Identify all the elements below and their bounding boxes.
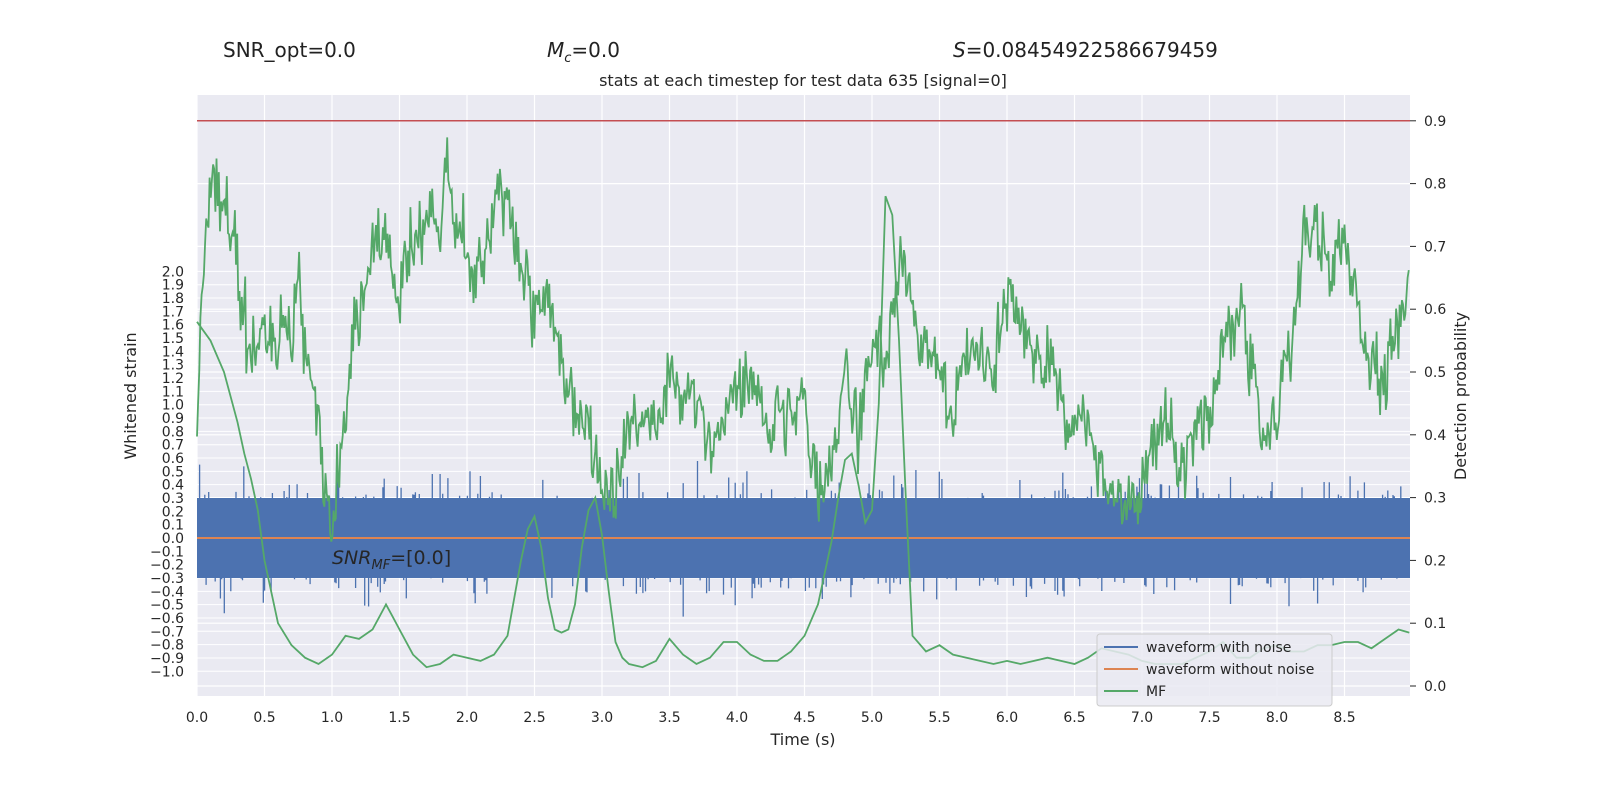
- x-tick-label: 1.5: [388, 710, 410, 726]
- x-axis-ticks: 0.0 0.5 1.0 1.5 2.0 2.5 3.0 3.5 4.0 4.5 5.0 5.5 6.0 6…: [186, 710, 1356, 726]
- right-tick-label: 0.8: [1424, 177, 1446, 193]
- right-axis-label: Detection probability: [1451, 312, 1470, 480]
- legend-box: [1096, 633, 1333, 707]
- left-tick-label: 1.2: [162, 371, 184, 387]
- left-tick-label: 0.8: [162, 424, 184, 440]
- left-tick-label: 1.8: [162, 291, 184, 307]
- legend-label-mf: MF: [1146, 684, 1166, 700]
- right-tick-label: 0.4: [1424, 428, 1446, 444]
- chirp-mass-value: =0.0: [571, 38, 620, 62]
- left-tick-label: 1.4: [162, 344, 184, 360]
- noise-spikes: [198, 461, 1402, 617]
- right-tick-label: 0.1: [1424, 616, 1446, 632]
- x-tick-label: 3.0: [591, 710, 613, 726]
- right-tick-label: 0.3: [1424, 491, 1446, 507]
- left-axis-label: Whitened strain: [121, 332, 140, 459]
- right-tick-label: 0.0: [1424, 679, 1446, 695]
- left-tick-label: 0.2: [162, 504, 184, 520]
- left-tick-label: 1.3: [162, 358, 184, 374]
- chirp-mass-symbol: M: [547, 38, 565, 62]
- x-tick-label: 3.5: [658, 710, 680, 726]
- snr-mf-subscript: MF: [371, 558, 390, 573]
- right-tick-label: 0.9: [1424, 114, 1446, 130]
- x-tick-label: 4.0: [726, 710, 748, 726]
- right-axis-ticks: 0.9 0.8 0.7 0.6 0.5 0.4 0.3 0.2 0.1 0.0: [1410, 114, 1446, 695]
- x-axis-label: Time (s): [769, 730, 835, 749]
- left-tick-label: −0.1: [150, 544, 184, 560]
- left-tick-label: 2.0: [162, 264, 184, 280]
- score-header: S=0.08454922586679459: [953, 38, 1218, 62]
- x-tick-label: 8.0: [1266, 710, 1288, 726]
- left-tick-label: −0.4: [150, 584, 184, 600]
- right-tick-label: 0.7: [1424, 239, 1446, 255]
- x-tick-label: 1.0: [321, 710, 343, 726]
- x-tick-label: 5.5: [928, 710, 950, 726]
- left-tick-label: 0.3: [162, 491, 184, 507]
- left-tick-label: −0.9: [150, 651, 184, 667]
- score-value: =0.08454922586679459: [965, 38, 1218, 62]
- x-tick-label: 0.5: [253, 710, 275, 726]
- left-tick-label: 1.7: [162, 304, 184, 320]
- left-tick-label: 0.1: [162, 518, 184, 534]
- x-tick-label: 6.5: [1063, 710, 1085, 726]
- left-tick-label: −0.3: [150, 571, 184, 587]
- left-tick-label: −0.2: [150, 558, 184, 574]
- x-tick-label: 4.5: [793, 710, 815, 726]
- x-tick-label: 7.0: [1131, 710, 1153, 726]
- right-tick-label: 0.2: [1424, 553, 1446, 569]
- snr-mf-value: =[0.0]: [390, 547, 451, 569]
- left-tick-label: 1.5: [162, 331, 184, 347]
- left-tick-label: 1.6: [162, 318, 184, 334]
- x-tick-label: 2.5: [523, 710, 545, 726]
- chart-title: stats at each timestep for test data 635…: [599, 71, 1007, 90]
- legend-label-waveform-without-noise: waveform without noise: [1146, 662, 1314, 678]
- left-tick-label: 0.6: [162, 451, 184, 467]
- snr-opt-header: SNR_opt=0.0: [223, 38, 356, 62]
- left-tick-label: −1.0: [150, 664, 184, 680]
- left-tick-label: 1.1: [162, 384, 184, 400]
- x-tick-label: 2.0: [456, 710, 478, 726]
- snr-mf-annotation: SNRMF=[0.0]: [332, 547, 451, 573]
- left-tick-label: 0.9: [162, 411, 184, 427]
- left-tick-label: 0.5: [162, 464, 184, 480]
- right-tick-label: 0.6: [1424, 302, 1446, 318]
- left-tick-label: −0.6: [150, 611, 184, 627]
- left-tick-label: −0.5: [150, 598, 184, 614]
- left-tick-label: 0.0: [162, 531, 184, 547]
- x-tick-label: 6.0: [996, 710, 1018, 726]
- legend: waveform with noise waveform without noi…: [1096, 633, 1333, 707]
- left-tick-label: −0.8: [150, 638, 184, 654]
- x-tick-label: 8.5: [1333, 710, 1355, 726]
- chirp-mass-header: Mc=0.0: [547, 38, 620, 66]
- left-tick-label: 0.4: [162, 478, 184, 494]
- x-tick-label: 5.0: [861, 710, 883, 726]
- left-tick-label: 0.7: [162, 438, 184, 454]
- left-axis-ticks: 2.01.91.81.71.61.51.41.31.21.11.00.90.80…: [150, 264, 184, 680]
- right-tick-label: 0.5: [1424, 365, 1446, 381]
- left-tick-label: −0.7: [150, 624, 184, 640]
- legend-label-waveform-with-noise: waveform with noise: [1146, 640, 1291, 656]
- score-symbol: S: [953, 38, 966, 62]
- left-tick-label: 1.0: [162, 398, 184, 414]
- chirp-mass-subscript: c: [564, 51, 572, 66]
- snr-mf-prefix: SNR: [332, 547, 371, 569]
- left-tick-label: 1.9: [162, 278, 184, 294]
- x-tick-label: 7.5: [1198, 710, 1220, 726]
- x-tick-label: 0.0: [186, 710, 208, 726]
